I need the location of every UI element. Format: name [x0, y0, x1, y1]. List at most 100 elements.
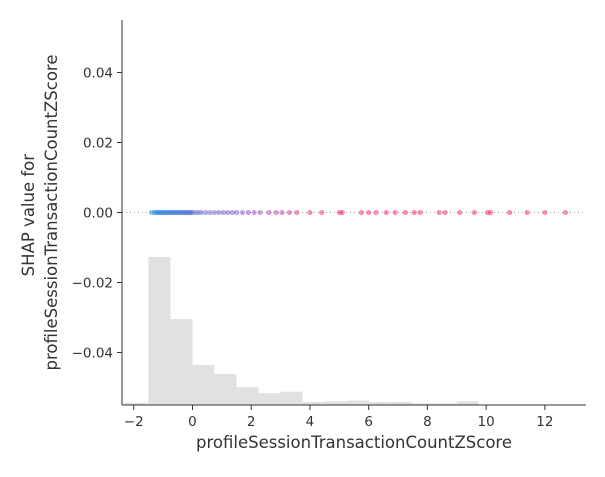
histogram-bar [346, 400, 369, 405]
scatter-point [163, 209, 169, 216]
scatter-point [225, 209, 231, 216]
scatter-point [229, 209, 235, 216]
histogram-bar [302, 402, 325, 405]
histogram-bar [412, 403, 435, 405]
scatter-point [294, 209, 300, 216]
scatter-point [207, 209, 213, 216]
x-tick-label: 4 [306, 414, 315, 430]
scatter-point [182, 209, 188, 216]
scatter-point [542, 209, 548, 216]
scatter-point [166, 209, 172, 216]
scatter-point [411, 209, 417, 216]
scatter-point [159, 209, 165, 216]
histogram-bar [170, 319, 193, 405]
scatter-point [524, 209, 530, 216]
y-tick-label: −0.02 [72, 276, 113, 292]
scatter-point [170, 209, 176, 216]
scatter-point [457, 209, 463, 216]
scatter-point [153, 209, 159, 216]
scatter-point [436, 209, 442, 216]
histogram-bar [390, 402, 413, 405]
histogram-bar [236, 387, 259, 405]
scatter-point [279, 209, 285, 216]
scatter-point [442, 209, 448, 216]
scatter-point [189, 209, 196, 216]
scatter-points-layer [148, 209, 569, 216]
scatter-point [239, 209, 246, 216]
x-tick-label: 10 [478, 414, 495, 430]
scatter-point [184, 209, 190, 216]
scatter-point [245, 209, 251, 216]
scatter-point [175, 209, 181, 216]
scatter-point [392, 209, 398, 216]
histogram-bar [324, 401, 347, 405]
histogram-bar [434, 403, 457, 405]
scatter-point [373, 209, 379, 216]
y-tick-label: 0.04 [83, 66, 113, 82]
scatter-point [172, 209, 178, 216]
scatter-point [186, 209, 193, 216]
scatter-point [179, 209, 185, 216]
scatter-point [402, 209, 408, 216]
x-tick-label: 8 [423, 414, 432, 430]
histogram-bar [214, 373, 237, 405]
scatter-point [157, 209, 163, 216]
x-tick-label: 2 [247, 414, 256, 430]
y-tick-label: −0.04 [72, 346, 113, 362]
histogram-bar [456, 401, 479, 405]
x-axis-label: profileSessionTransactionCountZScore [196, 433, 512, 452]
scatter-point [273, 209, 279, 216]
scatter-point [286, 209, 292, 216]
y-axis-label: SHAP value for profileSessionTransaction… [19, 55, 61, 371]
scatter-point [487, 209, 494, 216]
scatter-point [198, 209, 204, 216]
histogram-bar [258, 393, 281, 405]
scatter-point [257, 209, 263, 216]
scatter-point [188, 209, 194, 216]
scatter-point [562, 209, 569, 216]
histogram-layer [124, 257, 479, 405]
y-tick-label: 0.02 [83, 136, 113, 152]
scatter-point [220, 209, 226, 216]
scatter-point [185, 209, 191, 216]
histogram-bar [280, 391, 303, 405]
x-tick-label: −2 [124, 414, 144, 430]
scatter-point [417, 209, 423, 216]
scatter-point [307, 209, 313, 216]
scatter-point [485, 209, 491, 216]
scatter-point [211, 209, 218, 216]
histogram-bar [124, 402, 149, 405]
scatter-point [366, 209, 372, 216]
scatter-point [195, 209, 201, 216]
scatter-point [266, 209, 272, 216]
scatter-point [203, 209, 209, 216]
scatter-point [233, 209, 240, 216]
x-tick-label: 12 [536, 414, 553, 430]
y-ticks: −0.04 −0.02 0.00 0.02 0.04 [72, 66, 122, 362]
y-tick-label: 0.00 [83, 206, 113, 222]
scatter-point [176, 209, 182, 216]
scatter-point [169, 209, 175, 216]
scatter-point [151, 209, 157, 216]
scatter-point [339, 209, 345, 216]
scatter-point [156, 209, 162, 216]
histogram-bar [148, 257, 171, 405]
x-tick-label: 0 [188, 414, 197, 430]
histogram-bar [368, 402, 391, 405]
scatter-point [383, 209, 389, 216]
x-ticks: −2 0 2 4 6 8 10 12 [124, 405, 553, 430]
scatter-point [336, 209, 342, 216]
scatter-point [167, 209, 174, 216]
scatter-point [251, 209, 257, 216]
scatter-point [507, 209, 513, 216]
scatter-point [148, 209, 154, 216]
scatter-point [178, 209, 184, 216]
scatter-point [164, 209, 171, 216]
x-tick-label: 6 [364, 414, 373, 430]
scatter-point [192, 209, 199, 216]
scatter-point [173, 209, 179, 216]
scatter-point [471, 209, 478, 216]
y-axis-label-line-2: profileSessionTransactionCountZScore [42, 55, 61, 371]
